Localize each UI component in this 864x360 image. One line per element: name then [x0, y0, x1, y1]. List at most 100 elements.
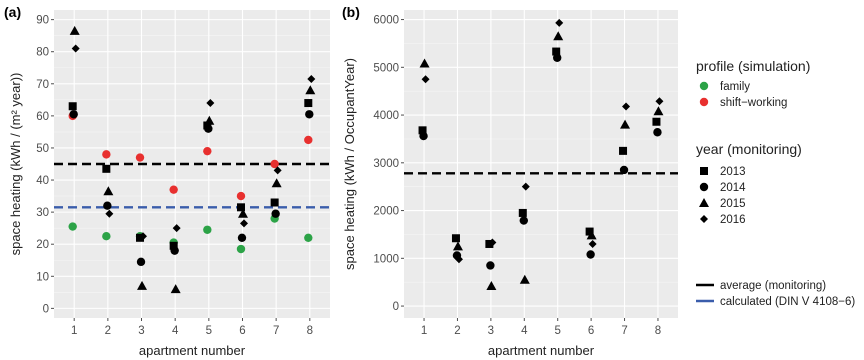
monitoring-point-2013 [102, 164, 111, 173]
x-tick-label: 3 [138, 325, 144, 337]
x-tick-label: 5 [206, 325, 212, 337]
legend-square-2013-swatch [700, 167, 708, 175]
monitoring-point-2013 [619, 146, 628, 155]
panel-b-x-axis-label: apartment number [488, 343, 595, 358]
x-tick-label: 7 [621, 325, 627, 337]
x-tick-label: 2 [105, 325, 111, 337]
panel-b-plot-background [404, 10, 678, 318]
legend-family-label: family [720, 81, 750, 93]
monitoring-point-2014 [69, 110, 78, 119]
monitoring-point-2015 [204, 115, 215, 125]
x-tick-label: 7 [273, 325, 279, 337]
monitoring-point-2016 [105, 209, 114, 218]
simulation-point-shift-working [236, 191, 246, 201]
x-tick-label: 8 [307, 325, 313, 337]
x-tick-label: 1 [71, 325, 77, 337]
legend-triangle-2015-swatch [699, 198, 709, 207]
monitoring-point-2014 [419, 131, 428, 141]
monitoring-point-2016 [521, 182, 530, 191]
monitoring-point-2014 [653, 128, 662, 137]
y-tick-label: 50 [36, 143, 49, 155]
monitoring-point-2013 [304, 99, 313, 108]
monitoring-point-2014 [271, 209, 280, 218]
monitoring-point-2015 [653, 106, 664, 116]
monitoring-point-2016 [172, 224, 181, 233]
y-tick-label: 0 [43, 303, 49, 315]
y-tick-label: 0 [393, 301, 399, 313]
monitoring-point-2015 [452, 241, 463, 251]
simulation-point-family [102, 231, 111, 241]
monitoring-point-2014 [103, 201, 112, 210]
x-tick-label: 5 [555, 325, 561, 337]
panel-a-y-axis-label: space heating (kWh / (m² year)) [8, 73, 23, 256]
monitoring-point-2016 [139, 232, 148, 241]
panel-a-y-tick-labels: 0 10 20 30 40 50 60 70 80 90 [36, 15, 54, 315]
monitoring-point-2013 [652, 117, 661, 126]
monitoring-point-2013 [169, 241, 178, 250]
monitoring-point-2015 [137, 280, 148, 290]
monitoring-point-2015 [305, 85, 316, 95]
monitoring-point-2013 [136, 233, 145, 242]
legend: profile (simulation) family shift−workin… [696, 58, 855, 308]
y-tick-label: 40 [36, 175, 49, 187]
monitoring-point-2015 [271, 178, 282, 188]
monitoring-point-2015 [486, 281, 497, 291]
monitoring-point-2015 [69, 25, 80, 35]
monitoring-point-2015 [103, 186, 114, 196]
monitoring-point-2013 [270, 198, 279, 207]
monitoring-point-2014 [237, 233, 247, 242]
x-tick-label: 3 [488, 325, 494, 337]
y-tick-label: 70 [36, 79, 49, 91]
monitoring-point-2014 [519, 216, 528, 225]
simulation-point-family [236, 244, 246, 254]
panel-a-reference-lines [54, 162, 330, 209]
panel-b-x-tick-labels: 1 2 3 4 5 6 7 8 [421, 318, 661, 337]
legend-year-title: year (monitoring) [696, 141, 802, 157]
panel-b-y-axis-label: space heating (kWh / OccupantYear) [342, 58, 357, 270]
simulation-point-shift-working [135, 153, 145, 162]
monitoring-point-2013 [552, 47, 561, 56]
monitoring-point-2016 [488, 238, 497, 247]
monitoring-point-2014 [204, 124, 213, 133]
y-tick-label: 30 [36, 207, 49, 219]
monitoring-point-2015 [419, 58, 430, 68]
legend-diamond-2016-swatch [700, 215, 708, 223]
monitoring-point-2016 [421, 75, 430, 84]
monitoring-point-2016 [239, 219, 248, 228]
y-tick-label: 80 [36, 47, 49, 59]
y-tick-label: 60 [36, 111, 49, 123]
legend-calculated-label: calculated (DIN V 4108−6) [720, 296, 855, 308]
monitoring-point-2015 [620, 119, 631, 129]
legend-average-label: average (monitoring) [720, 280, 826, 292]
simulation-point-shift-working [102, 150, 111, 159]
legend-profile-title: profile (simulation) [696, 58, 810, 74]
y-tick-label: 5000 [373, 62, 399, 74]
monitoring-point-2013 [236, 203, 245, 212]
monitoring-point-2016 [555, 18, 564, 27]
x-tick-label: 4 [172, 325, 179, 337]
monitoring-point-2014 [619, 165, 629, 175]
monitoring-point-2014 [170, 246, 179, 255]
monitoring-point-2014 [586, 250, 595, 259]
simulation-point-shift-working [203, 146, 212, 156]
monitoring-point-2015 [586, 230, 597, 240]
monitoring-point-2016 [622, 102, 631, 111]
simulation-point-family [203, 225, 212, 234]
panel-b: (b) 0 1000 2000 3000 4000 5000 6000 1 2 3 4 5 6 7 8 a… [342, 4, 678, 358]
legend-2016-label: 2016 [720, 214, 746, 226]
y-tick-label: 20 [36, 239, 49, 251]
monitoring-point-2016 [206, 99, 215, 108]
monitoring-point-2016 [655, 97, 664, 106]
simulation-point-shift-working [270, 159, 279, 169]
panel-b-data-points [418, 18, 664, 291]
monitoring-point-2015 [553, 31, 564, 41]
monitoring-point-2013 [418, 126, 427, 135]
monitoring-point-2013 [585, 227, 594, 236]
monitoring-point-2014 [305, 110, 314, 119]
y-tick-label: 90 [36, 15, 49, 27]
monitoring-point-2013 [68, 102, 77, 111]
simulation-point-shift-working [169, 185, 178, 194]
panel-a-x-axis-label: apartment number [139, 343, 246, 358]
legend-shift-working-label: shift−working [720, 97, 787, 109]
